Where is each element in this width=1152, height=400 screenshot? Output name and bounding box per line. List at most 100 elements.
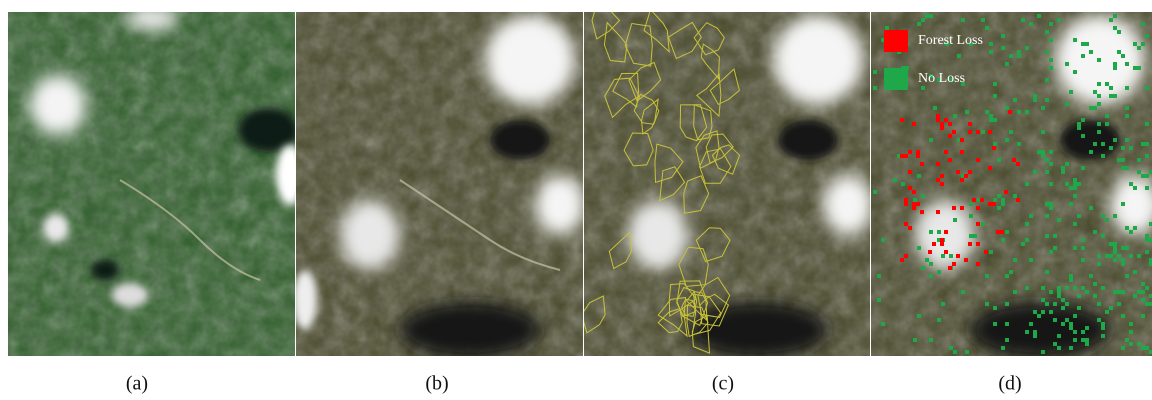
- no-loss-pixel: [1125, 166, 1129, 170]
- no-loss-pixel: [913, 338, 917, 342]
- no-loss-pixel: [1121, 246, 1125, 250]
- no-loss-pixel: [993, 142, 997, 146]
- panel-c-image: [582, 3, 874, 358]
- forest-loss-pixel: [932, 242, 936, 246]
- forest-loss-pixel: [952, 262, 956, 266]
- no-loss-pixel: [1001, 346, 1005, 350]
- no-loss-pixel: [1141, 142, 1145, 146]
- no-loss-pixel: [1145, 174, 1149, 178]
- no-loss-pixel: [1145, 154, 1149, 158]
- no-loss-pixel: [921, 18, 925, 22]
- no-loss-pixel: [1029, 322, 1033, 326]
- forest-loss-pixel: [956, 254, 960, 258]
- no-loss-pixel: [1113, 62, 1117, 66]
- no-loss-pixel: [1133, 186, 1137, 190]
- no-loss-pixel: [1093, 282, 1097, 286]
- no-loss-pixel: [1045, 50, 1049, 54]
- no-loss-pixel: [1109, 242, 1113, 246]
- no-loss-pixel: [1025, 110, 1029, 114]
- no-loss-pixel: [969, 202, 973, 206]
- no-loss-pixel: [929, 14, 933, 18]
- no-loss-pixel: [1125, 246, 1129, 250]
- no-loss-pixel: [1053, 342, 1057, 346]
- no-loss-pixel: [1121, 314, 1125, 318]
- no-loss-pixel: [1145, 86, 1149, 90]
- no-loss-pixel: [1121, 146, 1125, 150]
- no-loss-pixel: [1141, 290, 1145, 294]
- no-loss-pixel: [1061, 322, 1065, 326]
- no-loss-pixel: [1133, 226, 1137, 230]
- no-loss-pixel: [1137, 254, 1141, 258]
- no-loss-pixel: [1045, 30, 1049, 34]
- no-loss-pixel: [1029, 214, 1033, 218]
- no-loss-pixel: [1065, 162, 1069, 166]
- no-loss-pixel: [1129, 254, 1133, 258]
- panel-a-image: [8, 6, 304, 356]
- no-loss-pixel: [1005, 302, 1009, 306]
- forest-loss-pixel: [936, 162, 940, 166]
- no-loss-pixel: [1113, 138, 1117, 142]
- no-loss-pixel: [1073, 70, 1077, 74]
- no-loss-pixel: [1017, 54, 1021, 58]
- no-loss-pixel: [1017, 50, 1021, 54]
- no-loss-pixel: [1065, 62, 1069, 66]
- no-loss-pixel: [1013, 98, 1017, 102]
- no-loss-pixel: [1121, 290, 1125, 294]
- no-loss-pixel: [929, 262, 933, 266]
- no-loss-pixel: [1101, 154, 1105, 158]
- no-loss-pixel: [1073, 222, 1077, 226]
- no-loss-pixel: [1105, 218, 1109, 222]
- no-loss-pixel: [1081, 338, 1085, 342]
- forest-loss-pixel: [976, 242, 980, 246]
- no-loss-pixel: [1137, 342, 1141, 346]
- no-loss-pixel: [1093, 230, 1097, 234]
- no-loss-pixel: [1109, 94, 1113, 98]
- forest-loss-pixel: [908, 150, 912, 154]
- no-loss-pixel: [1041, 310, 1045, 314]
- no-loss-pixel: [1121, 262, 1125, 266]
- no-loss-pixel: [1069, 278, 1073, 282]
- no-loss-pixel: [1081, 238, 1085, 242]
- forest-loss-pixel: [928, 250, 932, 254]
- no-loss-pixel: [933, 106, 937, 110]
- forest-loss-pixel: [940, 122, 944, 126]
- forest-loss-pixel: [992, 146, 996, 150]
- no-loss-pixel: [1049, 162, 1053, 166]
- forest-loss-pixel: [968, 242, 972, 246]
- no-loss-pixel: [1097, 318, 1101, 322]
- no-loss-pixel: [1049, 22, 1053, 26]
- forest-loss-pixel: [968, 122, 972, 126]
- forest-loss-pixel: [944, 250, 948, 254]
- no-loss-pixel: [1045, 214, 1049, 218]
- no-loss-pixel: [1141, 174, 1145, 178]
- no-loss-pixel: [1101, 326, 1105, 330]
- no-loss-pixel: [1041, 130, 1045, 134]
- no-loss-pixel: [1089, 106, 1093, 110]
- no-loss-pixel: [1125, 274, 1129, 278]
- no-loss-pixel: [1085, 290, 1089, 294]
- forest-loss-pixel: [980, 198, 984, 202]
- no-loss-pixel: [949, 346, 953, 350]
- no-loss-pixel: [981, 18, 985, 22]
- panel-label: (b): [425, 373, 448, 395]
- forest-loss-pixel: [988, 166, 992, 170]
- forest-loss-pixel: [908, 226, 912, 230]
- no-loss-pixel: [1001, 34, 1005, 38]
- no-loss-pixel: [1045, 234, 1049, 238]
- forest-loss-pixel: [940, 126, 944, 130]
- no-loss-pixel: [1025, 222, 1029, 226]
- no-loss-pixel: [1033, 310, 1037, 314]
- no-loss-pixel: [1121, 158, 1125, 162]
- legend-label: No Loss: [918, 71, 965, 86]
- no-loss-pixel: [1097, 302, 1101, 306]
- no-loss-pixel: [1069, 186, 1073, 190]
- no-loss-pixel: [1121, 202, 1125, 206]
- no-loss-pixel: [1009, 130, 1013, 134]
- no-loss-pixel: [1081, 246, 1085, 250]
- no-loss-pixel: [1085, 338, 1089, 342]
- forest-loss-pixel: [960, 150, 964, 154]
- no-loss-pixel: [1049, 310, 1053, 314]
- no-loss-pixel: [1069, 202, 1073, 206]
- no-loss-pixel: [1129, 182, 1133, 186]
- forest-loss-pixel: [936, 114, 940, 118]
